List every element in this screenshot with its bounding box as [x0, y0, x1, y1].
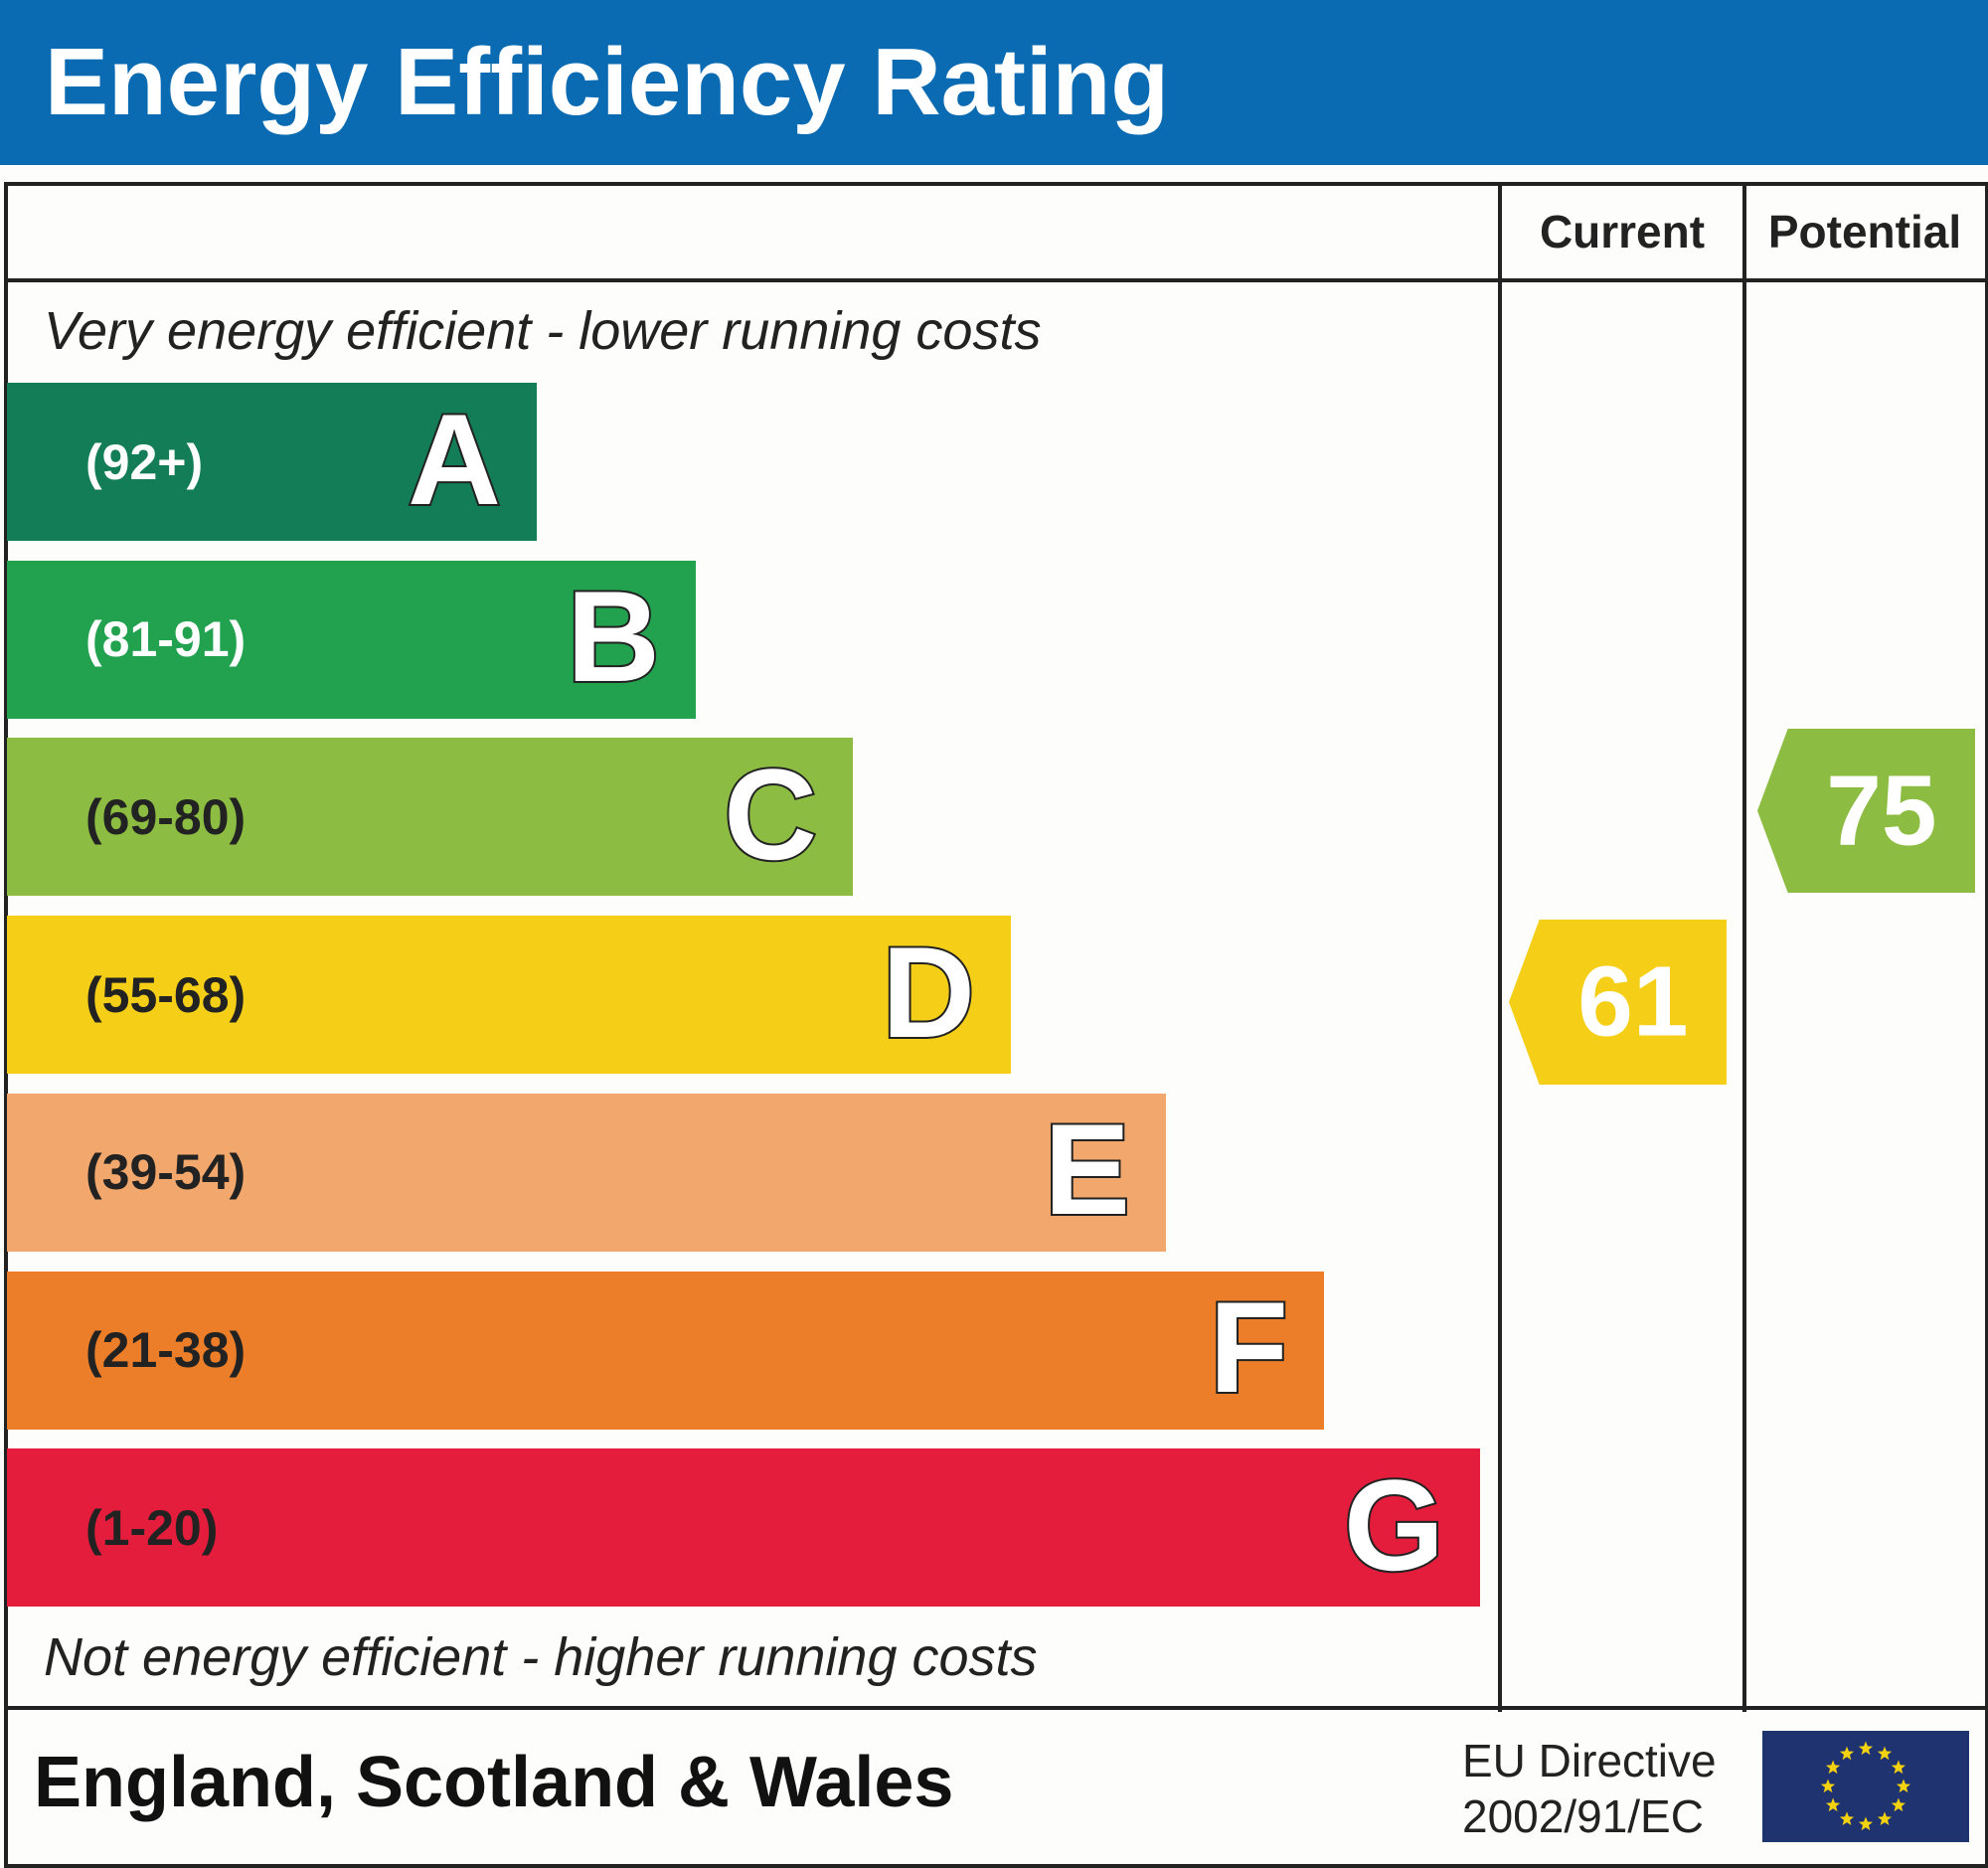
band-range-label: (21-38) — [85, 1322, 247, 1378]
rating-band-d: (55-68) D — [7, 916, 1011, 1075]
star-icon — [1858, 1816, 1874, 1831]
rating-band-a: (92+) A — [7, 383, 537, 541]
band-letter: F — [1208, 1273, 1290, 1422]
rating-band-b: (81-91) B — [7, 560, 696, 719]
band-letter: A — [406, 385, 503, 534]
band-range-label: (55-68) — [85, 966, 247, 1023]
star-icon — [1896, 1779, 1911, 1793]
rating-band-f: (21-38) F — [7, 1271, 1324, 1430]
bottom-note: Not energy efficient - higher running co… — [44, 1627, 1038, 1687]
star-icon — [1839, 1746, 1855, 1761]
column-divider — [1498, 182, 1502, 1712]
star-icon — [1839, 1811, 1855, 1825]
star-icon — [1877, 1811, 1893, 1825]
band-range-label: (39-54) — [85, 1144, 247, 1201]
star-icon — [1891, 1760, 1905, 1775]
band-letter: B — [565, 562, 662, 711]
potential-rating-arrow: 75 — [1757, 729, 1975, 893]
chart-frame — [4, 182, 1988, 1868]
directive-line-1: EU Directive — [1462, 1735, 1717, 1786]
current-rating-arrow: 61 — [1509, 920, 1727, 1085]
region-label: England, Scotland & Wales — [34, 1743, 954, 1822]
top-note: Very energy efficient - lower running co… — [44, 301, 1042, 361]
star-icon — [1891, 1797, 1905, 1812]
column-divider — [1742, 182, 1746, 1712]
chart-title: Energy Efficiency Rating — [45, 29, 1169, 135]
star-icon — [1877, 1746, 1893, 1761]
band-letter: E — [1042, 1095, 1132, 1244]
potential-column-header: Potential — [1767, 206, 1962, 257]
current-rating-value: 61 — [1577, 945, 1689, 1058]
rating-band-e: (39-54) E — [7, 1093, 1166, 1252]
band-range-label: (69-80) — [85, 788, 247, 845]
band-letter: G — [1342, 1450, 1446, 1600]
star-icon — [1858, 1741, 1874, 1756]
band-range-label: (92+) — [85, 433, 204, 490]
band-letter: C — [722, 740, 819, 889]
header-row-divider — [4, 278, 1985, 282]
rating-band-g: (1-20) G — [7, 1448, 1480, 1608]
potential-rating-value: 75 — [1826, 755, 1937, 866]
star-icon — [1820, 1779, 1836, 1793]
current-column-header: Current — [1539, 206, 1706, 257]
directive-line-2: 2002/91/EC — [1462, 1790, 1704, 1842]
eu-flag-icon — [1762, 1731, 1969, 1842]
star-icon — [1826, 1760, 1841, 1775]
band-letter: D — [880, 918, 977, 1067]
band-range-label: (1-20) — [85, 1499, 219, 1556]
band-range-label: (81-91) — [85, 611, 247, 668]
title-banner: Energy Efficiency Rating — [0, 0, 1988, 165]
rating-band-c: (69-80) C — [7, 738, 853, 897]
star-icon — [1826, 1797, 1841, 1812]
footer-divider — [4, 1706, 1985, 1710]
